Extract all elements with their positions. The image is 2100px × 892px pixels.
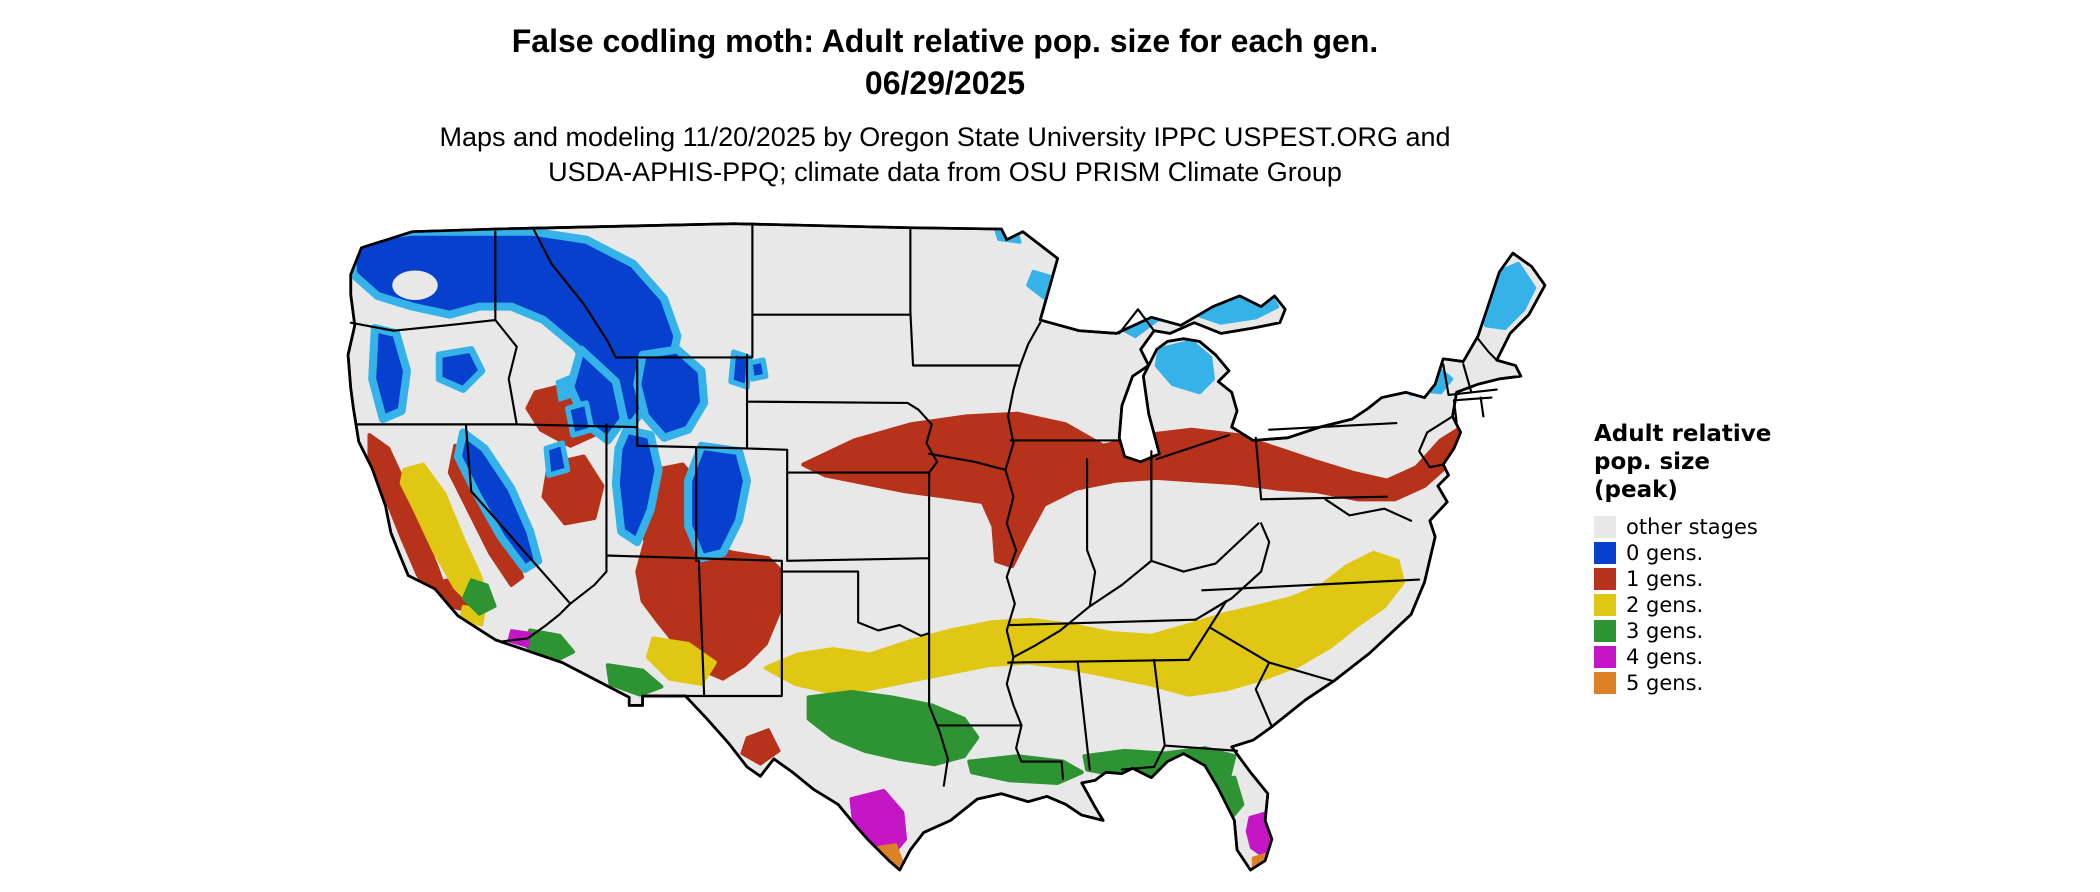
region-3gens-gulf-coastal-plain <box>967 754 1084 785</box>
legend-label: other stages <box>1626 515 1758 539</box>
legend-swatch-5-gens <box>1594 672 1616 694</box>
state-borders-mississippi-river <box>928 308 1239 781</box>
map-credits: Maps and modeling 11/20/2025 by Oregon S… <box>0 120 1890 190</box>
region-3gens-south-central-valley <box>461 578 497 616</box>
legend-swatch-4-gens <box>1594 646 1616 668</box>
region-0gens-blue-mountains <box>435 346 486 393</box>
region-other-columbia-basin <box>392 270 438 300</box>
region-0gens-oregon-cascades <box>368 324 411 424</box>
legend: Adult relative pop. size (peak) other st… <box>1594 420 1894 696</box>
region-1gen-west-texas-mountains <box>740 728 781 766</box>
map-header: False codling moth: Adult relative pop. … <box>0 20 1890 190</box>
regions-5-gens <box>875 843 1268 870</box>
legend-swatch-2-gens <box>1594 594 1616 616</box>
legend-item-3-gens: 3 gens. <box>1594 618 1894 644</box>
region-cyan-north-minnesota <box>994 230 1022 244</box>
region-0gens-sierra-nevada <box>453 428 543 573</box>
legend-title: Adult relative pop. size (peak) <box>1594 420 1894 504</box>
legend-items: other stages 0 gens. 1 gens. 2 gens. 3 g… <box>1594 514 1894 696</box>
legend-label: 3 gens. <box>1626 619 1704 643</box>
state-borders-east-central <box>1012 415 1454 728</box>
state-borders-west <box>349 222 1023 787</box>
region-2gens-southern-arizona-newmexico <box>645 636 717 686</box>
legend-label: 2 gens. <box>1626 593 1704 617</box>
region-cyan-maine <box>1478 261 1537 331</box>
region-0gens-nevada-range-1 <box>564 400 595 438</box>
legend-item-other-stages: other stages <box>1594 514 1894 540</box>
region-0gens-colorado-rockies <box>684 441 752 563</box>
legend-label: 5 gens. <box>1626 671 1704 695</box>
legend-label: 1 gens. <box>1626 567 1704 591</box>
region-0gens-black-hills <box>747 357 769 382</box>
state-borders <box>349 222 1498 787</box>
legend-title-line-3: (peak) <box>1594 477 1678 503</box>
region-0gens-yellowstone-wyoming <box>633 345 709 442</box>
legend-label: 4 gens. <box>1626 645 1704 669</box>
page-title: False codling moth: Adult relative pop. … <box>511 23 1379 59</box>
legend-item-2-gens: 2 gens. <box>1594 592 1894 618</box>
legend-item-1-gens: 1 gens. <box>1594 566 1894 592</box>
us-map-svg <box>346 222 1547 872</box>
region-0gens-nevada-range-2 <box>543 440 571 478</box>
national-outline <box>346 222 1547 872</box>
legend-title-line-1: Adult relative <box>1594 421 1772 447</box>
region-3gens-southeast-arizona <box>605 663 664 697</box>
legend-label: 0 gens. <box>1626 541 1704 565</box>
legend-title-line-2: pop. size <box>1594 449 1711 475</box>
legend-item-4-gens: 4 gens. <box>1594 644 1894 670</box>
state-borders-northeast <box>1442 337 1498 423</box>
region-cyan-north-lower-michigan <box>1154 339 1215 395</box>
map-date: 06/29/2025 <box>864 65 1026 101</box>
legend-item-5-gens: 5 gens. <box>1594 670 1894 696</box>
credits-line-2: USDA-APHIS-PPQ; climate data from OSU PR… <box>548 157 1342 187</box>
legend-swatch-1-gens <box>1594 568 1616 590</box>
legend-swatch-3-gens <box>1594 620 1616 642</box>
legend-swatch-0-gens <box>1594 542 1616 564</box>
us-map <box>332 221 1553 886</box>
region-2gens-southern-band <box>763 550 1406 697</box>
credits-line-1: Maps and modeling 11/20/2025 by Oregon S… <box>439 122 1451 152</box>
region-3gens-texas-hill-country <box>806 689 980 767</box>
legend-swatch-other-stages <box>1594 516 1616 538</box>
legend-item-0-gens: 0 gens. <box>1594 540 1894 566</box>
